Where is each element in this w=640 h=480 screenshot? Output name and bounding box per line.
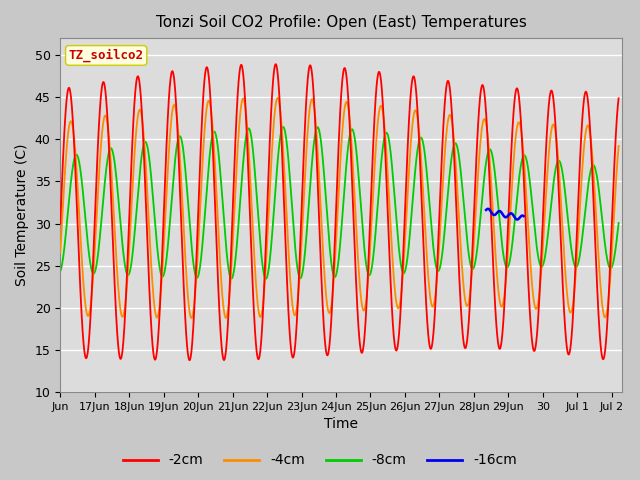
X-axis label: Time: Time [324, 418, 358, 432]
Text: TZ_soilco2: TZ_soilco2 [68, 49, 144, 62]
Y-axis label: Soil Temperature (C): Soil Temperature (C) [15, 144, 29, 287]
Legend: -2cm, -4cm, -8cm, -16cm: -2cm, -4cm, -8cm, -16cm [118, 448, 522, 473]
Title: Tonzi Soil CO2 Profile: Open (East) Temperatures: Tonzi Soil CO2 Profile: Open (East) Temp… [156, 15, 527, 30]
